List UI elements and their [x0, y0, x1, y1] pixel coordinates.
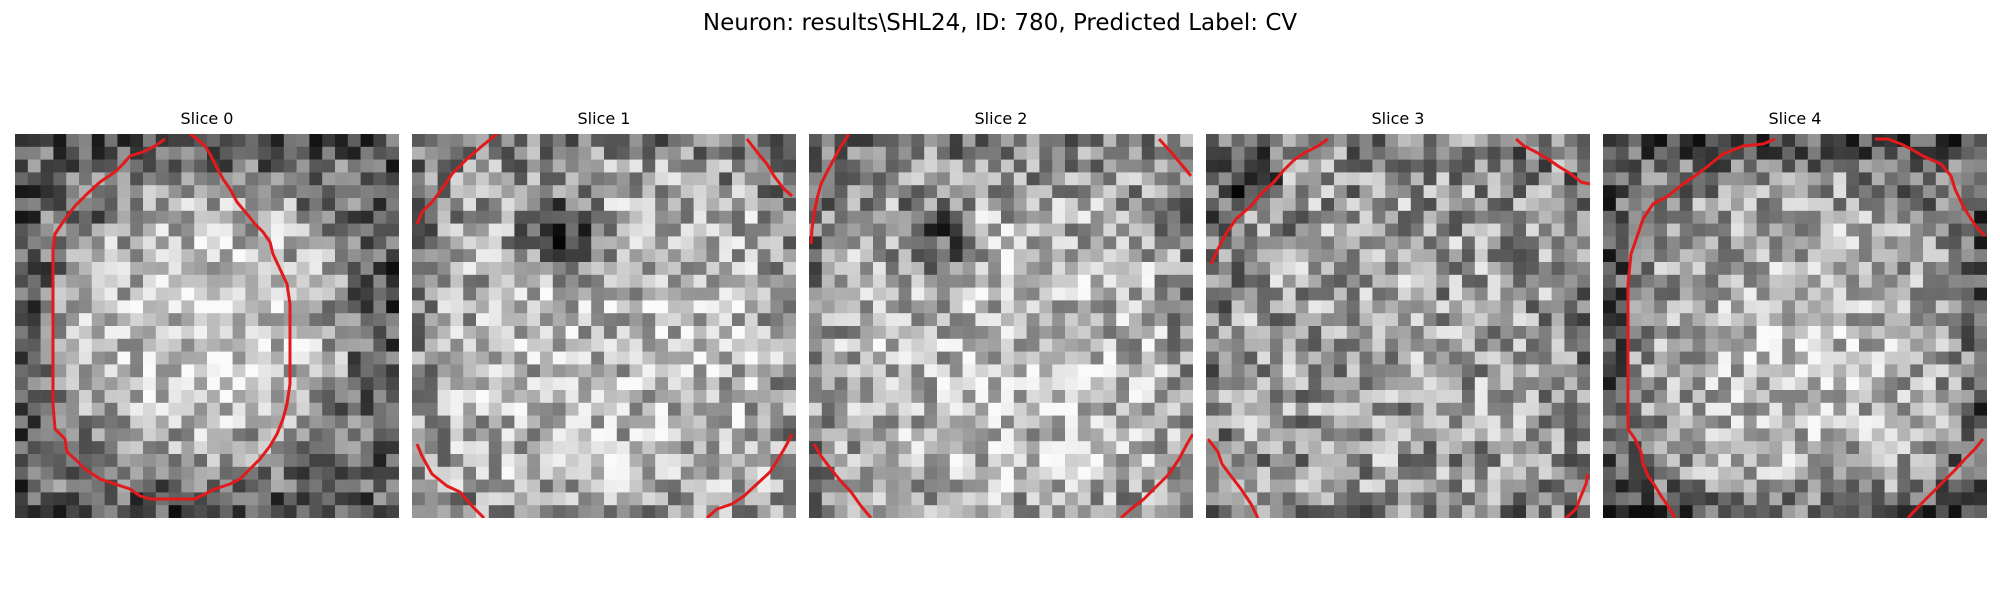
slice-title-1: Slice 1: [577, 109, 631, 128]
contour-line: [745, 138, 793, 198]
contour-line: [1209, 137, 1329, 265]
pixel-grid: [15, 134, 399, 518]
contour-line: [1206, 438, 1260, 518]
contour-line: [1875, 137, 1987, 238]
slice-image-1: [412, 134, 796, 518]
pixel-grid: [809, 134, 1193, 518]
pixel-grid: [412, 134, 796, 518]
slice-image-3: [1206, 134, 1590, 518]
contour-line: [1906, 438, 1985, 518]
contour-line: [415, 443, 486, 518]
slice-title-3: Slice 3: [1371, 109, 1425, 128]
slice-image-4: [1603, 134, 1987, 518]
slice-title-0: Slice 0: [180, 109, 234, 128]
contour-line: [809, 134, 851, 245]
slice-title-2: Slice 2: [974, 109, 1028, 128]
contour-line: [1119, 433, 1193, 518]
contour-line: [1157, 137, 1193, 177]
contour-line: [1564, 473, 1590, 518]
pixel-grid: [1603, 134, 1987, 518]
contour-line: [415, 134, 498, 225]
slice-image-2: [809, 134, 1193, 518]
contour-line: [812, 443, 873, 518]
contour-line: [1515, 137, 1590, 186]
slice-image-0: [15, 134, 399, 518]
contour-line: [705, 433, 794, 518]
pixel-grid: [1206, 134, 1590, 518]
contour-line: [51, 134, 292, 501]
slice-title-4: Slice 4: [1768, 109, 1822, 128]
contour-line: [1626, 137, 1776, 518]
figure-title: Neuron: results\SHL24, ID: 780, Predicte…: [702, 10, 1298, 36]
